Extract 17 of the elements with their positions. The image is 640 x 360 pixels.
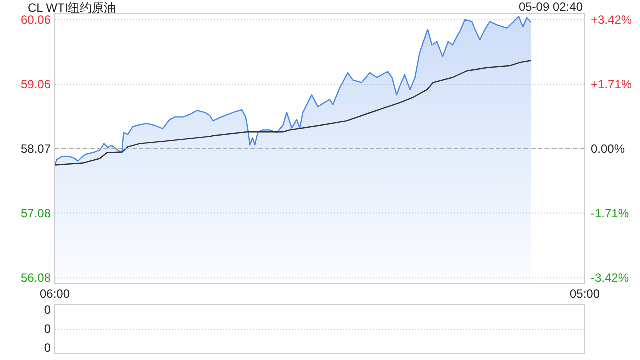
- y2-tick-label: 0.00%: [591, 142, 626, 156]
- annotation: 05-09 02:40: [518, 0, 584, 14]
- y-tick-label: 60.06: [20, 12, 52, 27]
- y2-tick-label: -3.42%: [591, 270, 630, 285]
- x-tick-label: 05:00: [570, 287, 600, 301]
- text: 0: [44, 341, 52, 355]
- y-tick-label: 58.07: [20, 142, 52, 156]
- text: 0: [44, 322, 52, 336]
- y-tick-label: 56.08: [20, 271, 52, 286]
- text: 0: [44, 303, 52, 317]
- y-tick-label: 57.08: [20, 206, 52, 220]
- y-tick-label: 59.06: [20, 78, 52, 92]
- y2-tick-label: -1.71%: [591, 206, 630, 220]
- y2-tick-label: +1.71%: [591, 78, 632, 92]
- y2-tick-label: +3.42%: [591, 13, 632, 28]
- x-tick-label: 06:00: [40, 287, 70, 301]
- chart-title: CL WTI纽约原油: [28, 1, 116, 15]
